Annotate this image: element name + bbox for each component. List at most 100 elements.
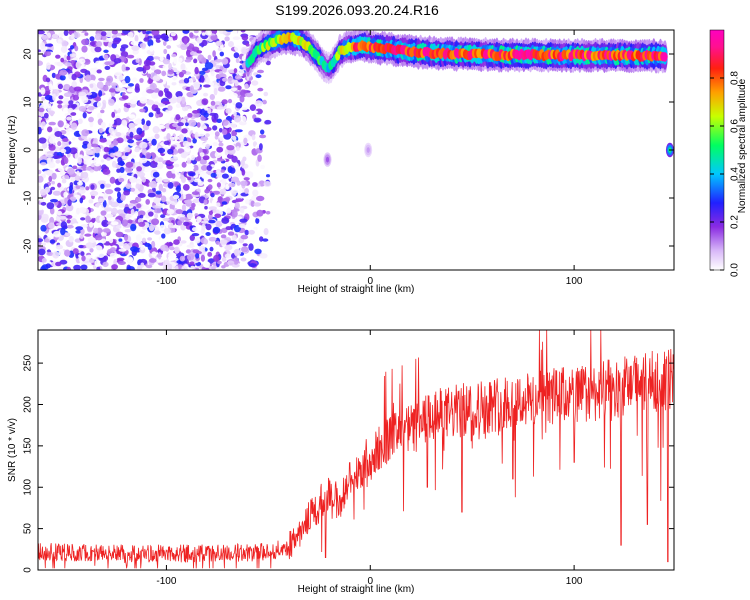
noise-speckle — [167, 148, 174, 155]
noise-speckle — [147, 192, 156, 198]
noise-speckle — [233, 115, 242, 123]
noise-speckle — [194, 206, 202, 212]
noise-speckle — [182, 140, 190, 147]
noise-speckle — [227, 231, 235, 236]
noise-speckle — [264, 119, 272, 125]
noise-speckle — [50, 186, 56, 191]
noise-speckle — [148, 112, 154, 118]
noise-speckle — [182, 30, 190, 34]
noise-speckle — [158, 90, 164, 97]
noise-speckle — [116, 137, 124, 144]
noise-speckle — [59, 69, 68, 76]
noise-speckle — [172, 194, 180, 200]
noise-speckle — [75, 30, 83, 33]
noise-speckle — [249, 104, 256, 111]
noise-speckle — [120, 193, 126, 201]
noise-speckle — [136, 180, 142, 185]
noise-speckle — [68, 100, 74, 105]
noise-speckle — [229, 92, 238, 99]
noise-speckle — [125, 183, 132, 190]
noise-speckle — [190, 50, 198, 56]
noise-speckle — [160, 236, 168, 244]
noise-speckle — [68, 235, 74, 243]
noise-speckle — [266, 174, 270, 178]
noise-speckle — [71, 137, 76, 141]
noise-speckle — [190, 265, 195, 269]
noise-speckle — [260, 129, 265, 135]
noise-speckle — [62, 138, 69, 142]
noise-speckle — [259, 134, 267, 139]
noise-speckle — [195, 253, 200, 259]
x-tick-label: 0 — [367, 576, 373, 587]
noise-speckle — [77, 118, 83, 125]
noise-speckle — [60, 148, 67, 154]
noise-speckle — [202, 155, 210, 161]
noise-speckle — [243, 177, 250, 181]
noise-speckle — [139, 141, 148, 149]
noise-speckle — [93, 137, 98, 143]
noise-speckle — [199, 158, 207, 165]
noise-speckle — [136, 67, 145, 72]
noise-speckle — [75, 230, 82, 234]
noise-speckle — [173, 163, 180, 168]
noise-speckle — [163, 140, 170, 145]
noise-speckle — [184, 59, 192, 63]
noise-speckle — [46, 252, 54, 256]
noise-speckle — [230, 87, 238, 92]
noise-speckle — [170, 116, 175, 122]
noise-speckle — [38, 248, 46, 256]
noise-speckle — [201, 266, 207, 270]
noise-speckle — [208, 206, 217, 211]
noise-speckle — [200, 76, 205, 83]
noise-speckle — [94, 245, 103, 252]
noise-speckle — [148, 142, 153, 147]
noise-speckle — [152, 205, 159, 209]
noise-speckle — [139, 43, 146, 48]
noise-speckle — [96, 101, 103, 109]
noise-speckle — [97, 253, 105, 258]
noise-speckle — [104, 65, 111, 70]
noise-speckle — [252, 182, 258, 187]
noise-speckle — [38, 182, 42, 187]
noise-speckle — [226, 162, 232, 167]
y-tick-label: 0 — [23, 567, 34, 573]
noise-speckle — [85, 166, 92, 171]
noise-speckle — [94, 260, 100, 267]
noise-speckle — [166, 45, 172, 49]
noise-speckle — [186, 212, 194, 219]
noise-speckle — [56, 137, 63, 142]
noise-speckle — [56, 61, 64, 67]
noise-speckle — [84, 32, 89, 36]
noise-speckle — [89, 36, 95, 42]
noise-speckle — [143, 59, 152, 67]
noise-speckle — [134, 147, 140, 153]
noise-speckle — [167, 68, 174, 75]
noise-speckle — [235, 198, 244, 203]
noise-speckle — [43, 112, 49, 119]
noise-speckle — [215, 64, 221, 70]
noise-speckle — [157, 252, 162, 260]
noise-speckle — [210, 82, 215, 87]
noise-speckle — [127, 31, 134, 38]
noise-speckle — [121, 119, 127, 126]
snr-xlabel: Height of straight line (km) — [298, 584, 415, 595]
noise-speckle — [189, 261, 195, 266]
snr-ylabel: SNR (10 * v/v) — [7, 418, 18, 482]
noise-speckle — [260, 164, 265, 170]
noise-speckle — [177, 57, 183, 63]
noise-speckle — [234, 45, 242, 52]
noise-speckle — [145, 199, 150, 205]
noise-speckle — [175, 114, 181, 121]
noise-speckle — [195, 170, 201, 175]
x-tick-label: 100 — [566, 276, 583, 287]
noise-speckle — [105, 121, 109, 128]
noise-speckle — [108, 237, 114, 244]
noise-speckle — [153, 197, 161, 204]
noise-speckle — [38, 210, 44, 216]
noise-speckle — [55, 261, 62, 267]
noise-speckle — [189, 234, 195, 241]
noise-speckle — [68, 188, 73, 194]
noise-speckle — [228, 182, 236, 188]
noise-speckle — [209, 94, 215, 100]
noise-speckle — [191, 233, 200, 237]
